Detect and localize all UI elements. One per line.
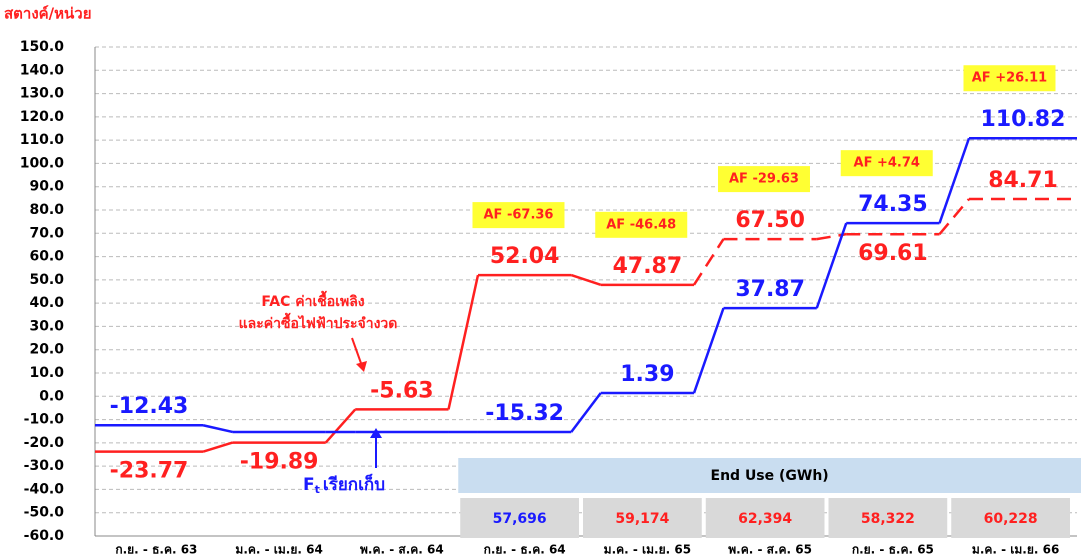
af-box — [472, 202, 565, 229]
value-label: -5.63 — [370, 378, 433, 403]
y-tick-label: 120.0 — [20, 109, 65, 125]
y-tick-label: -60.0 — [24, 528, 65, 544]
fac-annotation: FAC ค่าเชื้อเพลิง — [261, 290, 364, 310]
value-label: 69.61 — [858, 241, 928, 266]
x-tick-label: ม.ค. - เม.ย. 64 — [235, 543, 322, 557]
step-transition — [692, 238, 725, 286]
value-label: 74.35 — [858, 192, 928, 217]
af-label: AF -29.63 — [729, 172, 799, 187]
af-label: AF -67.36 — [483, 208, 553, 223]
y-tick-label: 140.0 — [20, 62, 65, 78]
value-label: -23.77 — [110, 459, 189, 484]
af-box — [595, 211, 688, 238]
af-label: AF +4.74 — [854, 156, 920, 171]
table-cell: 62,394 — [738, 511, 792, 527]
x-tick-label: ก.ย. - ธ.ค. 65 — [852, 543, 934, 557]
y-tick-label: 90.0 — [29, 179, 64, 195]
ft-subscript: t — [315, 483, 320, 496]
y-tick-label: 10.0 — [29, 365, 64, 381]
af-box — [963, 65, 1056, 92]
step-transition — [938, 137, 971, 224]
y-tick-label: 100.0 — [20, 155, 65, 171]
table-cell: 57,696 — [493, 511, 547, 527]
value-label: -19.89 — [240, 450, 319, 475]
y-tick-label: 110.0 — [20, 132, 65, 148]
y-tick-label: 50.0 — [29, 272, 64, 288]
step-transition — [570, 273, 602, 287]
fac-arrowhead — [356, 361, 367, 372]
table-cell: 60,228 — [984, 511, 1038, 527]
x-tick-label: ม.ค. - เม.ย. 66 — [972, 543, 1059, 557]
y-tick-label: 40.0 — [29, 295, 64, 311]
ft-annotation: Ft เรียกเก็บ — [303, 472, 385, 496]
ft-symbol: F — [303, 475, 315, 495]
table-cell-bg — [705, 498, 825, 538]
value-label: 37.87 — [735, 277, 805, 302]
y-tick-label: -20.0 — [24, 435, 65, 451]
af-label: AF -46.48 — [606, 217, 676, 232]
y-tick-label: 20.0 — [29, 342, 64, 358]
fac-arrow — [351, 337, 363, 367]
ft-text: เรียกเก็บ — [323, 472, 385, 495]
y-axis-label: สตางค์/หน่วย — [4, 5, 92, 23]
y-tick-label: 80.0 — [29, 202, 64, 218]
y-tick-label: 0.0 — [39, 388, 64, 404]
value-label: -12.43 — [110, 394, 189, 419]
y-tick-label: 70.0 — [29, 225, 64, 241]
table-header-bg — [458, 458, 1081, 493]
table-cell-bg — [828, 498, 948, 538]
step-transition — [570, 392, 602, 433]
step-transition — [324, 408, 357, 444]
x-tick-label: ก.ย. - ธ.ค. 63 — [115, 543, 197, 557]
x-tick-label: ม.ค. - เม.ย. 65 — [604, 543, 691, 557]
value-label: 1.39 — [620, 362, 674, 387]
value-label: -15.32 — [485, 401, 564, 426]
step-transition — [447, 274, 480, 410]
fac-annotation: และค่าซื้อไฟฟ้าประจำงวด — [239, 312, 398, 332]
value-label: 52.04 — [490, 244, 560, 269]
y-tick-label: 150.0 — [20, 39, 65, 55]
y-tick-label: -30.0 — [24, 458, 65, 474]
step-transition — [202, 424, 233, 434]
step-transition — [815, 222, 848, 309]
step-transition — [938, 198, 970, 235]
x-tick-label: พ.ค. - ส.ค. 64 — [360, 543, 444, 557]
y-tick-label: 130.0 — [20, 86, 65, 102]
value-label: 47.87 — [613, 254, 683, 279]
ft-arrowhead — [370, 428, 382, 438]
x-tick-label: ก.ย. - ธ.ค. 64 — [484, 543, 566, 557]
table-cell: 58,322 — [861, 511, 915, 527]
table-cell: 59,174 — [615, 511, 669, 527]
af-label: AF +26.11 — [972, 71, 1047, 86]
table-cell-bg — [583, 498, 702, 538]
y-tick-label: -10.0 — [24, 412, 65, 428]
value-label: 84.71 — [988, 168, 1058, 193]
y-tick-label: 60.0 — [29, 249, 64, 265]
af-box — [717, 166, 810, 193]
step-transition — [692, 307, 725, 394]
table-cell-bg — [460, 498, 579, 538]
x-tick-label: พ.ค. - ส.ค. 65 — [728, 543, 812, 557]
af-box — [840, 150, 933, 177]
table-header: End Use (GWh) — [711, 468, 829, 484]
y-tick-label: -40.0 — [24, 481, 65, 497]
y-tick-label: -50.0 — [24, 505, 65, 521]
table-cell-bg — [951, 498, 1070, 538]
step-transition — [202, 441, 233, 453]
value-label: 67.50 — [735, 208, 805, 233]
y-tick-label: 30.0 — [29, 318, 64, 334]
value-label: 110.82 — [981, 107, 1066, 132]
